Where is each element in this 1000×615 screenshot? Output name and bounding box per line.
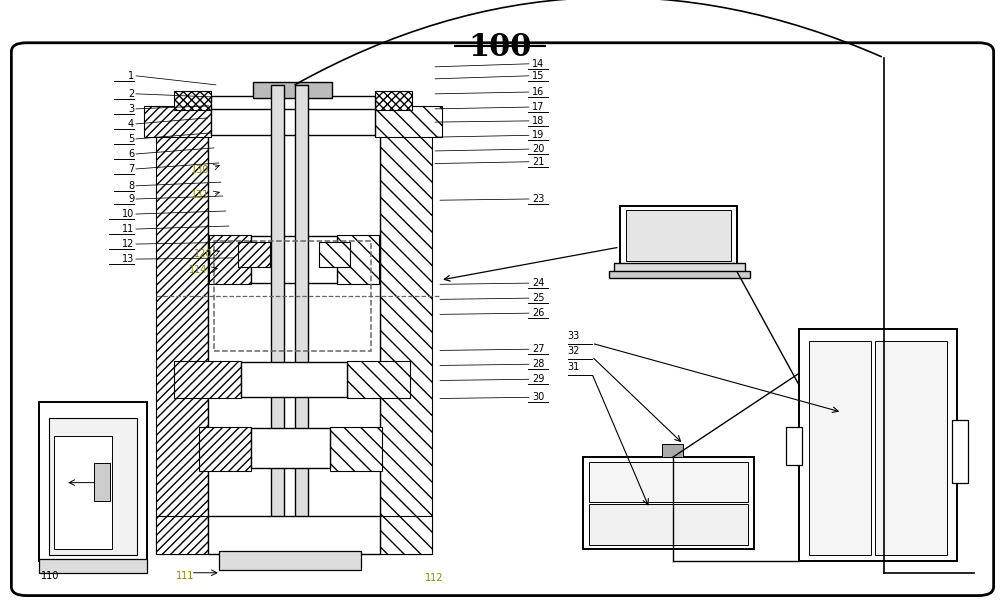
Text: 17: 17 <box>532 102 544 112</box>
Text: 11: 11 <box>122 224 134 234</box>
Bar <box>174 91 211 110</box>
Bar <box>199 427 251 470</box>
Text: 131: 131 <box>191 190 209 200</box>
Text: 30: 30 <box>532 392 544 402</box>
Bar <box>144 106 211 137</box>
Text: 31: 31 <box>568 362 580 372</box>
Bar <box>337 235 379 284</box>
Bar <box>620 206 737 265</box>
Bar <box>295 85 308 541</box>
Text: 110: 110 <box>41 571 60 581</box>
FancyBboxPatch shape <box>11 43 994 595</box>
Bar <box>54 436 112 549</box>
Text: 7: 7 <box>128 164 134 174</box>
Text: 3: 3 <box>128 104 134 114</box>
Text: 27: 27 <box>532 344 544 354</box>
Text: 25: 25 <box>532 293 544 303</box>
Bar <box>380 121 432 554</box>
Bar <box>39 559 147 573</box>
Text: 6: 6 <box>128 149 134 159</box>
Text: 24: 24 <box>532 278 544 288</box>
Bar <box>214 241 371 351</box>
Text: 20: 20 <box>532 144 544 154</box>
Text: 114: 114 <box>189 265 207 275</box>
Bar <box>609 271 750 279</box>
Bar <box>614 263 745 272</box>
Bar <box>241 362 347 397</box>
Bar <box>49 418 137 555</box>
Text: 112: 112 <box>425 573 444 582</box>
Bar <box>211 96 375 109</box>
Text: 10: 10 <box>122 209 134 219</box>
Bar <box>219 551 361 570</box>
Text: 15: 15 <box>532 71 544 81</box>
Bar <box>251 428 330 468</box>
Bar <box>786 427 802 464</box>
Text: 32: 32 <box>568 346 580 356</box>
Text: 1: 1 <box>128 71 134 81</box>
Bar <box>211 108 375 135</box>
Text: 33: 33 <box>568 331 580 341</box>
Bar <box>156 121 208 554</box>
Text: 13: 13 <box>122 254 134 264</box>
Bar <box>375 91 412 110</box>
Bar <box>347 361 410 399</box>
Bar <box>809 341 871 555</box>
Bar <box>583 458 754 549</box>
Text: 23: 23 <box>532 194 544 204</box>
Bar <box>253 82 332 98</box>
Text: 8: 8 <box>128 181 134 191</box>
Text: 19: 19 <box>532 130 544 140</box>
Text: 111: 111 <box>176 571 194 581</box>
Bar <box>208 516 380 554</box>
Text: 9: 9 <box>128 194 134 204</box>
Text: 18: 18 <box>532 116 544 126</box>
Bar <box>156 516 208 554</box>
Text: 26: 26 <box>532 308 544 318</box>
Text: 28: 28 <box>532 359 544 369</box>
Bar <box>589 462 748 502</box>
Text: 29: 29 <box>532 375 544 384</box>
Bar <box>251 236 337 283</box>
Text: 12: 12 <box>122 239 134 249</box>
Text: 4: 4 <box>128 119 134 129</box>
Bar <box>952 419 968 483</box>
Text: 130: 130 <box>191 165 209 175</box>
Bar <box>319 242 350 267</box>
Text: 2: 2 <box>128 89 134 99</box>
Bar <box>875 341 947 555</box>
Text: 21: 21 <box>532 157 544 167</box>
Bar <box>94 463 110 501</box>
Bar <box>39 402 147 561</box>
Bar <box>174 361 241 399</box>
Bar <box>380 516 432 554</box>
Bar <box>209 235 251 284</box>
Text: 120: 120 <box>194 248 212 259</box>
Bar <box>626 210 731 261</box>
Bar <box>375 106 442 137</box>
Bar <box>662 444 683 458</box>
Bar <box>799 330 957 561</box>
Bar <box>589 504 748 545</box>
Bar <box>238 242 270 267</box>
Text: 100: 100 <box>468 32 532 63</box>
Text: 16: 16 <box>532 87 544 97</box>
Bar <box>208 133 380 541</box>
Bar <box>330 427 382 470</box>
Text: 5: 5 <box>128 134 134 144</box>
Text: 14: 14 <box>532 59 544 69</box>
Bar <box>271 85 284 541</box>
